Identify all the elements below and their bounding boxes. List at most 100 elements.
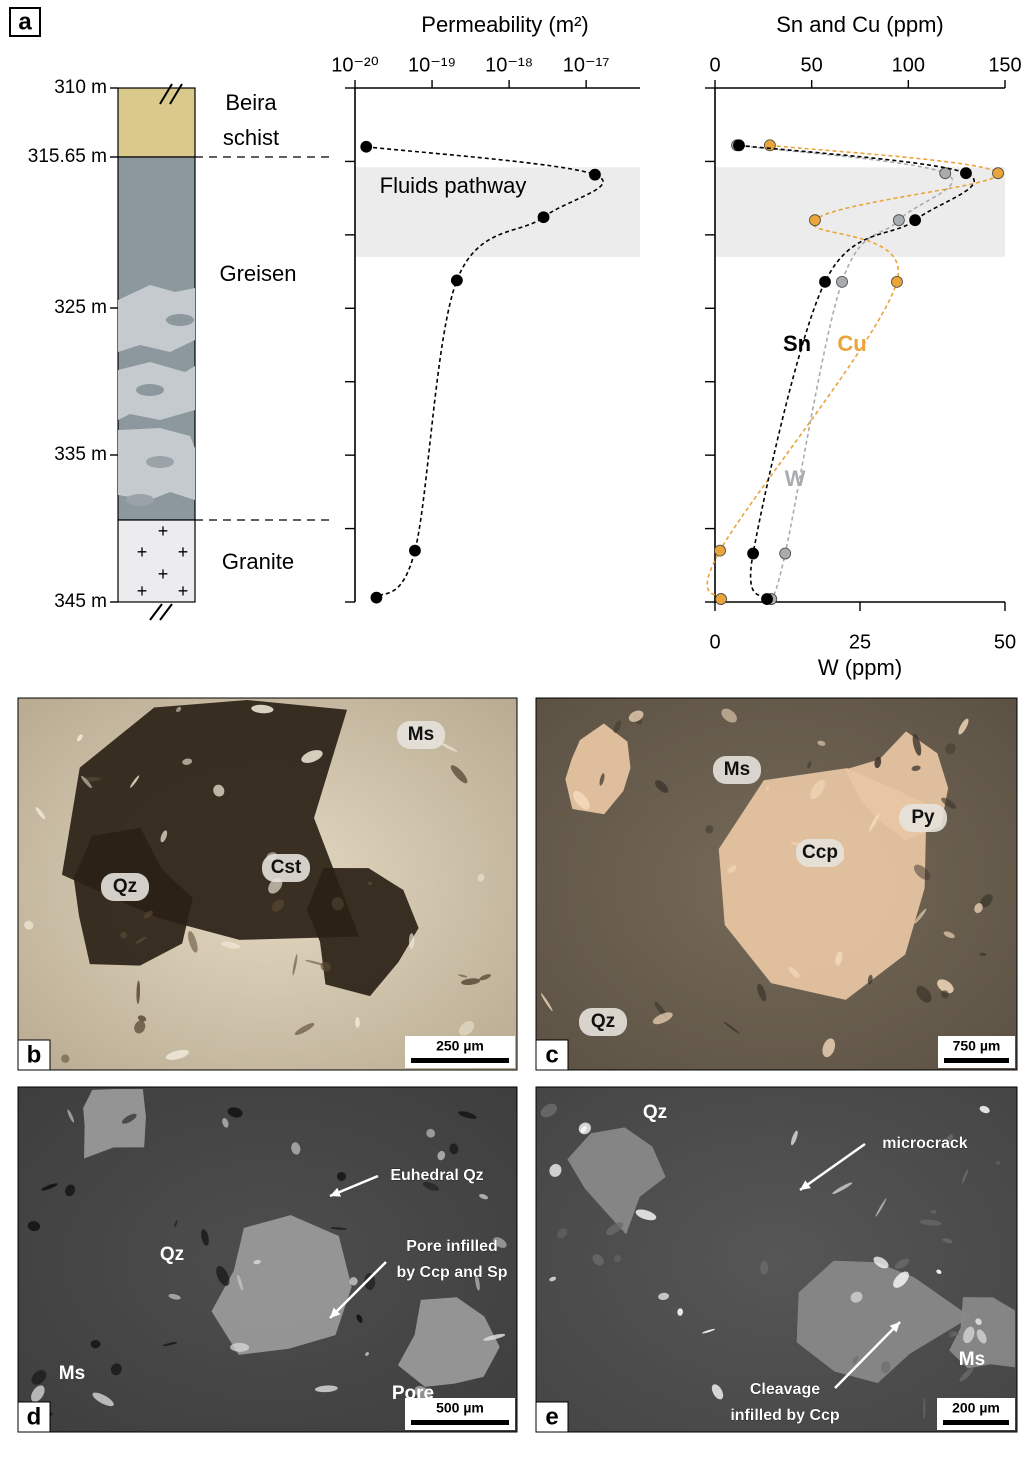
texture: [458, 974, 468, 978]
data-point: [960, 167, 972, 180]
texture: [874, 756, 882, 769]
texture: [578, 1122, 591, 1135]
arrow-head: [889, 1322, 900, 1333]
grain: [718, 768, 927, 1000]
mineral-label: Py: [911, 807, 935, 828]
texture: [356, 1314, 363, 1323]
mineral-label: Ms: [959, 1349, 985, 1370]
texture: [439, 742, 458, 752]
texture: [757, 983, 767, 1002]
texture: [41, 1183, 58, 1191]
depth-label: 325 m: [54, 297, 107, 318]
texture: [549, 1163, 562, 1177]
data-point: [715, 593, 727, 605]
texture: [168, 1293, 181, 1300]
texture: [305, 959, 327, 966]
break-mark: [169, 83, 183, 105]
fluid-band: [355, 167, 640, 257]
data-point: [370, 591, 383, 604]
texture: [227, 1107, 243, 1118]
grain: [397, 1297, 500, 1387]
texture: [702, 1328, 716, 1334]
texture: [330, 1227, 347, 1230]
texture: [652, 1012, 673, 1025]
texture: [540, 1103, 558, 1118]
texture: [213, 784, 225, 797]
texture: [110, 1363, 122, 1376]
texture: [251, 704, 274, 714]
texture: [760, 1260, 769, 1275]
texture: [355, 1016, 360, 1028]
data-point: [761, 593, 773, 605]
data-point: [714, 544, 726, 557]
data-point: [892, 214, 905, 227]
mineral-label: Ccp: [802, 842, 838, 863]
greisen-patch: [146, 456, 174, 468]
texture: [941, 990, 949, 999]
annotation: Pore infilled: [406, 1238, 498, 1255]
texture: [162, 1341, 178, 1347]
texture: [868, 812, 880, 832]
texture: [557, 1228, 568, 1239]
grain: [83, 1089, 146, 1159]
unit-label: Greisen: [219, 261, 296, 286]
mineral-label: Ms: [59, 1363, 85, 1384]
scale-bar: [944, 1058, 1009, 1063]
annotation: Fluids pathway: [380, 173, 527, 198]
texture: [188, 931, 198, 953]
texture: [916, 985, 932, 1003]
x2-tick-label: 50: [994, 631, 1016, 653]
texture: [237, 1274, 244, 1291]
annotation: Euhedral Qz: [390, 1167, 483, 1184]
series-label: Sn: [783, 331, 811, 356]
grain: [796, 1260, 971, 1384]
x2-tick-label: 0: [709, 631, 720, 653]
texture: [458, 1111, 477, 1119]
texture: [733, 1412, 737, 1422]
texture: [923, 1397, 926, 1420]
data-point: [589, 168, 601, 181]
texture: [628, 710, 644, 722]
panel-label: a: [18, 8, 32, 35]
texture: [677, 1308, 683, 1316]
x-tick-label: 0: [709, 54, 720, 76]
texture: [936, 1269, 942, 1274]
texture: [483, 1333, 506, 1341]
texture: [365, 1352, 369, 1356]
texture: [160, 830, 168, 843]
scale-bar: [411, 1420, 509, 1425]
texture: [893, 1271, 909, 1288]
mineral-pill: [796, 839, 844, 867]
series-label: Cu: [837, 331, 866, 356]
scale-label: 500 µm: [436, 1400, 484, 1416]
texture: [573, 790, 590, 810]
texture: [913, 864, 931, 881]
arrow-line: [834, 1321, 901, 1389]
texture: [952, 1332, 960, 1337]
texture: [31, 1385, 45, 1402]
arrow-head: [330, 1187, 341, 1197]
texture: [176, 706, 182, 713]
mineral-label: Qz: [113, 876, 137, 897]
arrow-head: [800, 1180, 811, 1190]
texture: [867, 974, 873, 985]
mineral-label: Qz: [160, 1244, 184, 1265]
fluid-band: [715, 167, 1005, 257]
texture: [810, 779, 825, 800]
texture: [835, 951, 843, 966]
scale-bar: [943, 1420, 1009, 1425]
scale-label: 200 µm: [952, 1400, 1000, 1416]
texture: [959, 1367, 974, 1382]
texture: [121, 1113, 137, 1124]
granite-symbol: +: [178, 542, 189, 562]
texture: [83, 776, 101, 782]
texture: [941, 797, 957, 809]
texture: [134, 1020, 146, 1034]
grain: [567, 1127, 666, 1235]
texture: [136, 980, 141, 1005]
data-point: [747, 547, 759, 560]
axis-title: Sn and Cu (ppm): [776, 12, 944, 37]
annotation: microcrack: [882, 1135, 967, 1152]
mineral-pill: [713, 756, 761, 784]
